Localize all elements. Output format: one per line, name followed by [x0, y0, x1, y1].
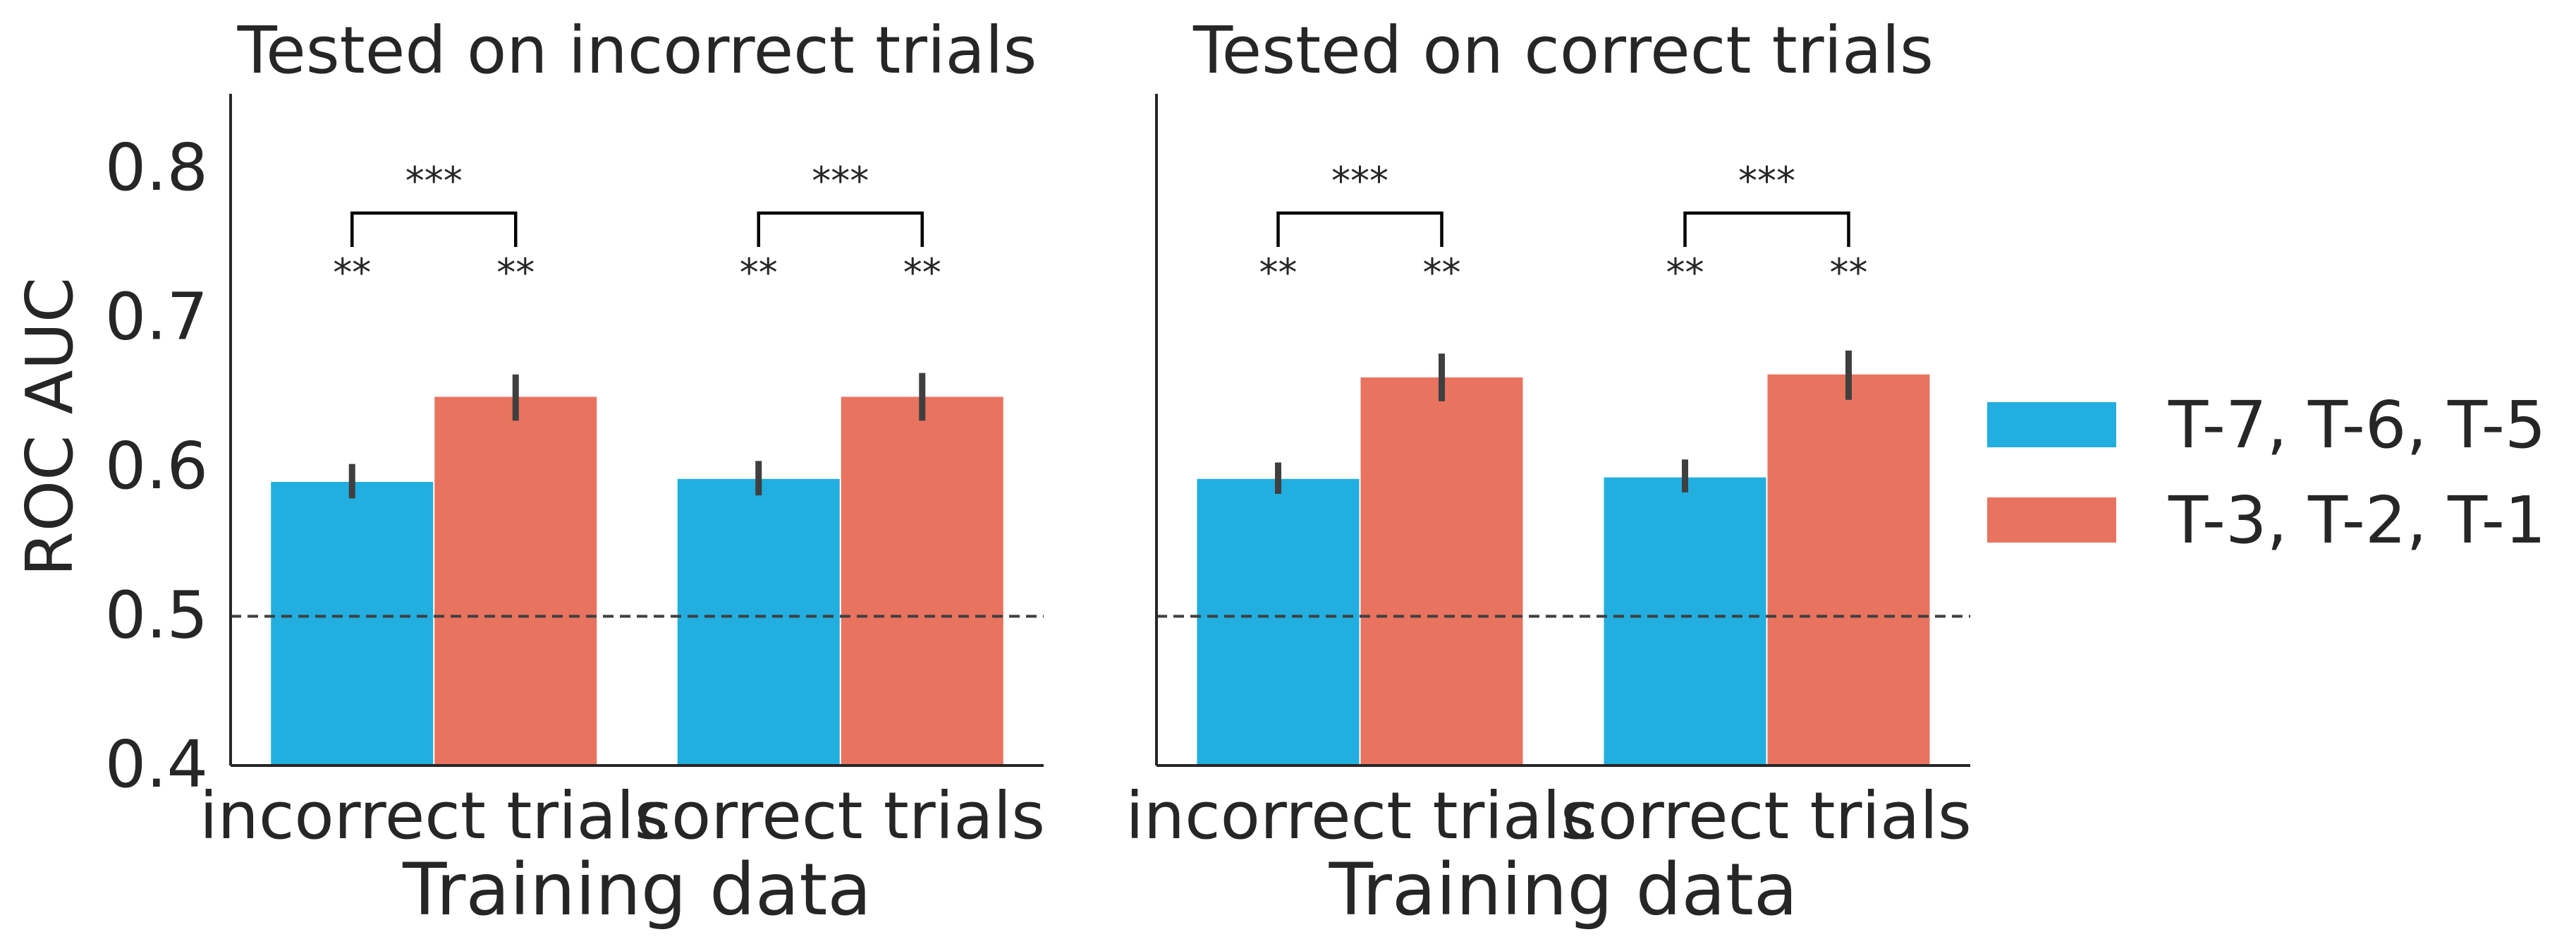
significance-label: **: [333, 250, 371, 295]
bar: [677, 478, 840, 766]
bar: [1197, 478, 1360, 766]
legend-label: T-7, T-6, T-5: [2168, 387, 2546, 463]
y-tick-label: 0.8: [105, 130, 208, 205]
panels: Tested on incorrect trials 0.4 0.5 0.6 0.7 0.…: [105, 13, 1972, 932]
x-tick-label: incorrect trials: [1125, 778, 1594, 854]
y-axis-label: ROC AUC: [12, 277, 87, 576]
bar: [271, 482, 434, 766]
bar: [1604, 477, 1766, 766]
bracket-label: ***: [812, 159, 869, 203]
significance-label: **: [1423, 250, 1461, 295]
legend: T-7, T-6, T-5 T-3, T-2, T-1: [1987, 387, 2546, 558]
legend-swatch: [1987, 402, 2116, 447]
panel-1: Tested on incorrect trials 0.4 0.5 0.6 0.7 0.…: [105, 13, 1045, 932]
bar: [841, 397, 1003, 766]
bracket-label: ***: [1738, 159, 1795, 203]
legend-swatch: [1987, 497, 2116, 543]
bar: [1767, 374, 1930, 766]
bar: [434, 397, 597, 766]
significance-label: **: [1830, 250, 1868, 295]
significance-bracket: [350, 211, 518, 247]
significance-label: **: [1666, 250, 1704, 295]
x-axis-label: Training data: [402, 848, 872, 932]
y-tick-label: 0.5: [105, 577, 208, 653]
x-tick-label: correct trials: [1562, 778, 1972, 854]
bracket-label: ***: [1331, 159, 1388, 203]
significance-bracket: [757, 211, 924, 247]
significance-bracket: [1683, 211, 1850, 247]
significance-label: **: [903, 250, 941, 295]
bar: [1360, 377, 1523, 766]
significance-label: **: [740, 250, 778, 295]
x-tick-label: correct trials: [635, 778, 1045, 854]
y-tick-label: 0.7: [105, 279, 208, 354]
x-tick-label: incorrect trials: [200, 778, 669, 854]
x-axis-label: Training data: [1329, 848, 1798, 932]
bracket-label: ***: [405, 159, 463, 203]
panel-2: Tested on correct trials** **** ***** ***in…: [1125, 13, 1972, 932]
y-tick-label: 0.4: [105, 727, 208, 802]
significance-label: **: [1259, 250, 1298, 295]
panel-title: Tested on incorrect trials: [237, 13, 1037, 88]
significance-label: **: [496, 250, 535, 295]
y-tick-label: 0.6: [105, 428, 208, 504]
significance-bracket: [1276, 211, 1443, 247]
panel-title: Tested on correct trials: [1192, 13, 1934, 88]
legend-label: T-3, T-2, T-1: [2168, 483, 2546, 558]
